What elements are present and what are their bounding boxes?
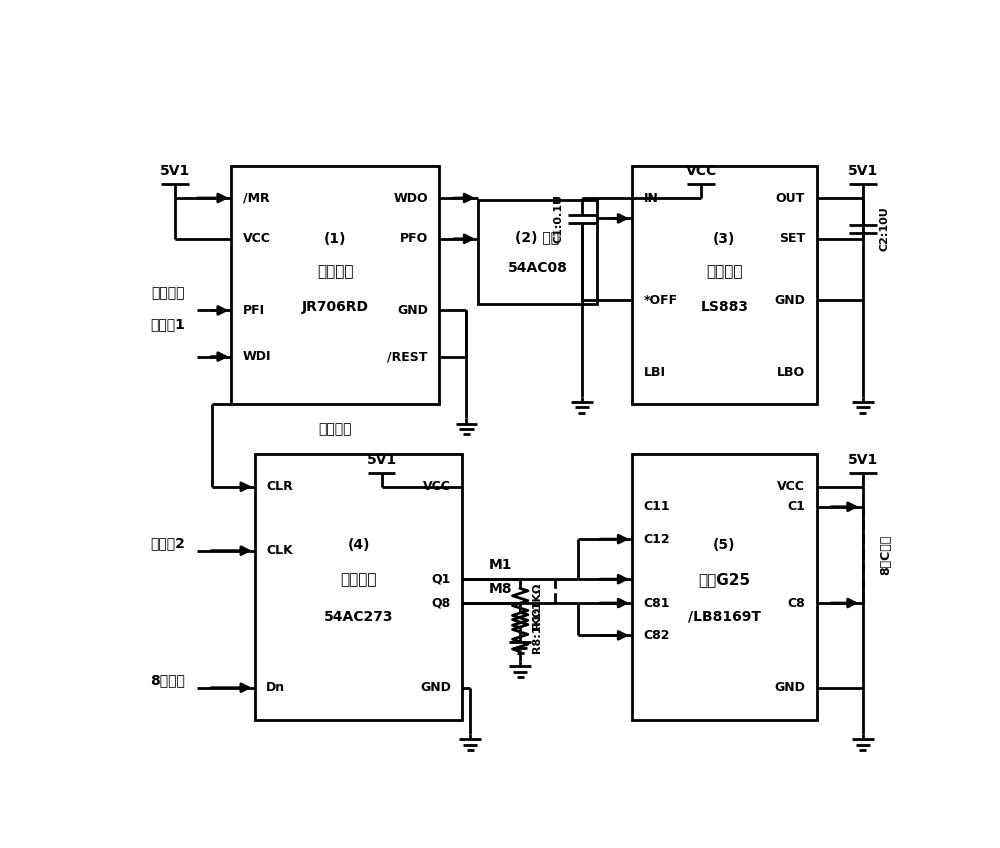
Text: C82: C82: [643, 629, 670, 642]
Text: 写信号1: 写信号1: [150, 317, 185, 332]
Text: /LB8169T: /LB8169T: [688, 610, 761, 623]
Text: Q8: Q8: [432, 596, 451, 610]
Text: 5V1: 5V1: [848, 453, 878, 466]
Text: *OFF: *OFF: [643, 294, 678, 307]
Text: C11: C11: [643, 500, 670, 513]
Text: PFO: PFO: [400, 232, 428, 245]
Text: (4): (4): [347, 538, 370, 552]
Text: LBI: LBI: [643, 365, 665, 378]
Text: OUT: OUT: [776, 192, 805, 204]
Text: Q1: Q1: [432, 572, 451, 586]
Text: 外部复位: 外部复位: [151, 287, 184, 300]
Text: 54AC273: 54AC273: [324, 610, 393, 623]
Text: M8: M8: [489, 583, 513, 596]
Text: GND: GND: [774, 681, 805, 695]
Text: LBO: LBO: [777, 365, 805, 378]
Text: WDO: WDO: [393, 192, 428, 204]
Text: CLK: CLK: [266, 544, 293, 557]
Text: (3): (3): [713, 232, 735, 246]
Text: GND: GND: [420, 681, 451, 695]
Bar: [255, 455, 462, 720]
Text: CLR: CLR: [266, 480, 293, 494]
Text: C81: C81: [643, 596, 670, 610]
Text: (5): (5): [713, 538, 736, 552]
Text: C8: C8: [787, 596, 805, 610]
Text: 系统复位: 系统复位: [319, 422, 352, 436]
Text: PFI: PFI: [243, 304, 265, 317]
Text: GND: GND: [397, 304, 428, 317]
Bar: [478, 200, 597, 304]
Text: C2:10U: C2:10U: [879, 206, 889, 251]
Text: 54AC08: 54AC08: [508, 260, 567, 275]
Text: C12: C12: [643, 533, 670, 545]
Text: 复位电路: 复位电路: [317, 264, 354, 279]
Text: SET: SET: [779, 232, 805, 245]
Bar: [231, 165, 439, 404]
Text: IN: IN: [643, 192, 658, 204]
Text: 电源转换: 电源转换: [706, 264, 742, 279]
Text: /REST: /REST: [387, 350, 428, 363]
Text: /MR: /MR: [243, 192, 270, 204]
Text: 写信号2: 写信号2: [150, 536, 185, 550]
Text: (2) 与门: (2) 与门: [515, 230, 560, 244]
Text: WDI: WDI: [243, 350, 272, 363]
Text: VCC: VCC: [777, 480, 805, 494]
Text: R1:1KΩ: R1:1KΩ: [532, 583, 542, 629]
Text: M1: M1: [489, 558, 513, 572]
Text: LS883: LS883: [700, 299, 748, 314]
Text: VCC: VCC: [243, 232, 271, 245]
Text: 5V1: 5V1: [160, 164, 190, 178]
Text: 5V1: 5V1: [848, 164, 878, 178]
Bar: [632, 455, 817, 720]
Text: 5V1: 5V1: [366, 453, 397, 466]
Text: Dn: Dn: [266, 681, 285, 695]
Text: C1: C1: [787, 500, 805, 513]
Text: GND: GND: [774, 294, 805, 307]
Text: JR706RD: JR706RD: [302, 299, 369, 314]
Text: 单锁存器: 单锁存器: [340, 572, 377, 587]
Text: VCC: VCC: [686, 164, 717, 178]
Bar: [632, 165, 817, 404]
Text: C1:0.1U: C1:0.1U: [554, 194, 564, 243]
Text: 双克G25: 双克G25: [698, 572, 750, 587]
Text: 8位数据: 8位数据: [150, 673, 185, 687]
Text: VCC: VCC: [423, 480, 451, 494]
Text: R8:1KΩ: R8:1KΩ: [532, 607, 542, 653]
Text: (1): (1): [324, 232, 347, 246]
Text: 8路C指令: 8路C指令: [879, 535, 892, 575]
